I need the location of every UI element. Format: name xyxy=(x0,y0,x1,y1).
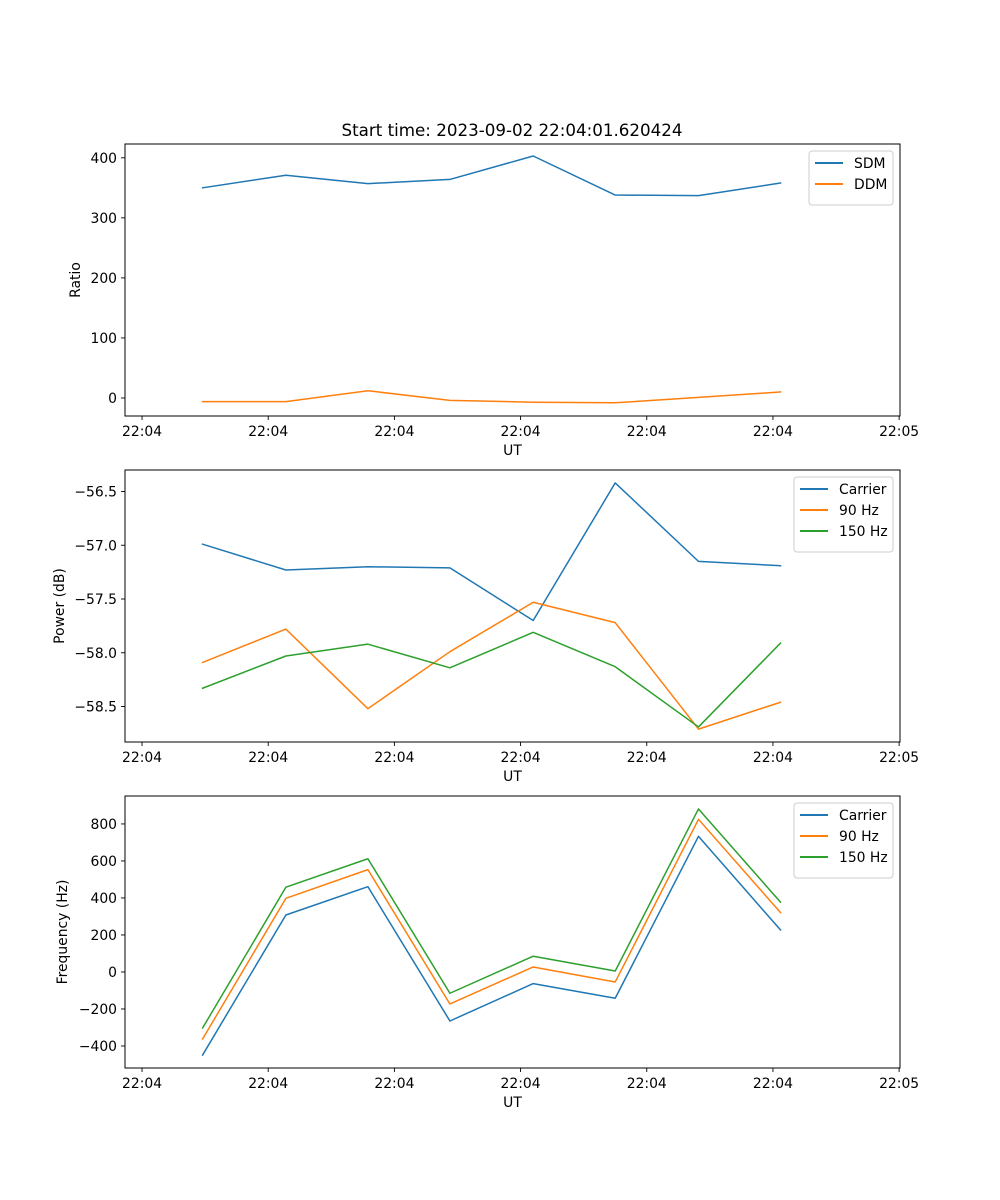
y-tick-label: 100 xyxy=(90,331,117,347)
legend-entry-label: 90 Hz xyxy=(839,829,879,845)
x-axis-label: UT xyxy=(503,769,522,785)
x-tick-label: 22:04 xyxy=(374,1076,414,1092)
x-tick-label: 22:04 xyxy=(248,750,288,766)
x-tick-label: 22:05 xyxy=(879,750,919,766)
legend-box xyxy=(793,802,894,879)
y-tick-label: 0 xyxy=(108,965,117,981)
x-tick-label: 22:04 xyxy=(122,750,162,766)
axes-frame xyxy=(124,469,901,743)
y-tick-label: 300 xyxy=(90,211,117,227)
x-axis-label: UT xyxy=(503,1095,522,1111)
y-tick-label: −400 xyxy=(79,1039,117,1055)
chart-panel-1: 22:04 22:04 22:04 22:04 22:04 22:04 22:05 0 100 2… xyxy=(68,143,919,459)
y-tick-label: −56.5 xyxy=(74,485,117,501)
y-tick-label: 200 xyxy=(90,928,117,944)
series-line-sdm xyxy=(201,155,782,197)
x-tick-label: 22:04 xyxy=(248,1076,288,1092)
x-tick-label: 22:05 xyxy=(879,424,919,440)
y-tick-label: 800 xyxy=(90,817,117,833)
y-tick-label: −200 xyxy=(79,1002,117,1018)
series-line-ddm xyxy=(201,390,782,404)
axes-frame xyxy=(124,143,901,417)
x-tick-label: 22:04 xyxy=(627,750,667,766)
x-tick-label: 22:04 xyxy=(248,424,288,440)
legend-entry-label: Carrier xyxy=(839,482,887,498)
series-line-90-hz xyxy=(201,818,782,1040)
y-tick-label: 400 xyxy=(90,891,117,907)
y-tick-label: −57.0 xyxy=(74,538,117,554)
y-tick-label: 200 xyxy=(90,271,117,287)
x-tick-label: 22:05 xyxy=(879,1076,919,1092)
y-tick-label: −58.0 xyxy=(74,646,117,662)
series-line-carrier xyxy=(201,835,782,1057)
x-axis-label: UT xyxy=(503,443,522,459)
legend: SDM DDM xyxy=(808,150,894,206)
y-tick-label: 0 xyxy=(108,391,117,407)
figure-title: Start time: 2023-09-02 22:04:01.620424 xyxy=(342,120,683,140)
legend-entry-label: SDM xyxy=(854,156,886,172)
y-axis-label: Ratio xyxy=(68,262,84,298)
legend: Carrier 90 Hz 150 Hz xyxy=(793,476,894,553)
legend-entry-label: Carrier xyxy=(839,808,887,824)
x-tick-label: 22:04 xyxy=(627,424,667,440)
legend-box xyxy=(808,150,894,206)
legend-entry-label: 150 Hz xyxy=(839,524,888,540)
series-line-90-hz xyxy=(201,601,782,730)
legend-entry-label: DDM xyxy=(854,177,887,193)
x-tick-label: 22:04 xyxy=(501,750,541,766)
y-tick-label: 400 xyxy=(90,151,117,167)
series-line-150-hz xyxy=(201,808,782,1030)
panels: 22:04 22:04 22:04 22:04 22:04 22:04 22:05 0 100 2… xyxy=(52,143,919,1111)
x-tick-label: 22:04 xyxy=(501,424,541,440)
x-tick-label: 22:04 xyxy=(753,424,793,440)
x-tick-label: 22:04 xyxy=(501,1076,541,1092)
y-tick-label: −57.5 xyxy=(74,592,117,608)
legend: Carrier 90 Hz 150 Hz xyxy=(793,802,894,879)
y-axis-label: Power (dB) xyxy=(52,568,68,644)
series-line-carrier xyxy=(201,482,782,622)
x-tick-label: 22:04 xyxy=(374,424,414,440)
series-line-150-hz xyxy=(201,631,782,728)
x-tick-label: 22:04 xyxy=(374,750,414,766)
legend-entry-label: 90 Hz xyxy=(839,503,879,519)
x-tick-label: 22:04 xyxy=(627,1076,667,1092)
x-tick-label: 22:04 xyxy=(122,1076,162,1092)
chart-panel-3: 22:04 22:04 22:04 22:04 22:04 22:04 22:05 −400 −… xyxy=(55,795,919,1111)
y-tick-label: −58.5 xyxy=(74,700,117,716)
y-axis-label: Frequency (Hz) xyxy=(55,880,71,985)
legend-entry-label: 150 Hz xyxy=(839,850,888,866)
x-tick-label: 22:04 xyxy=(753,1076,793,1092)
y-tick-label: 600 xyxy=(90,854,117,870)
legend-box xyxy=(793,476,894,553)
chart-panel-2: 22:04 22:04 22:04 22:04 22:04 22:04 22:05 −58.5… xyxy=(52,469,919,785)
axes-frame xyxy=(124,795,901,1069)
x-tick-label: 22:04 xyxy=(753,750,793,766)
x-tick-label: 22:04 xyxy=(122,424,162,440)
